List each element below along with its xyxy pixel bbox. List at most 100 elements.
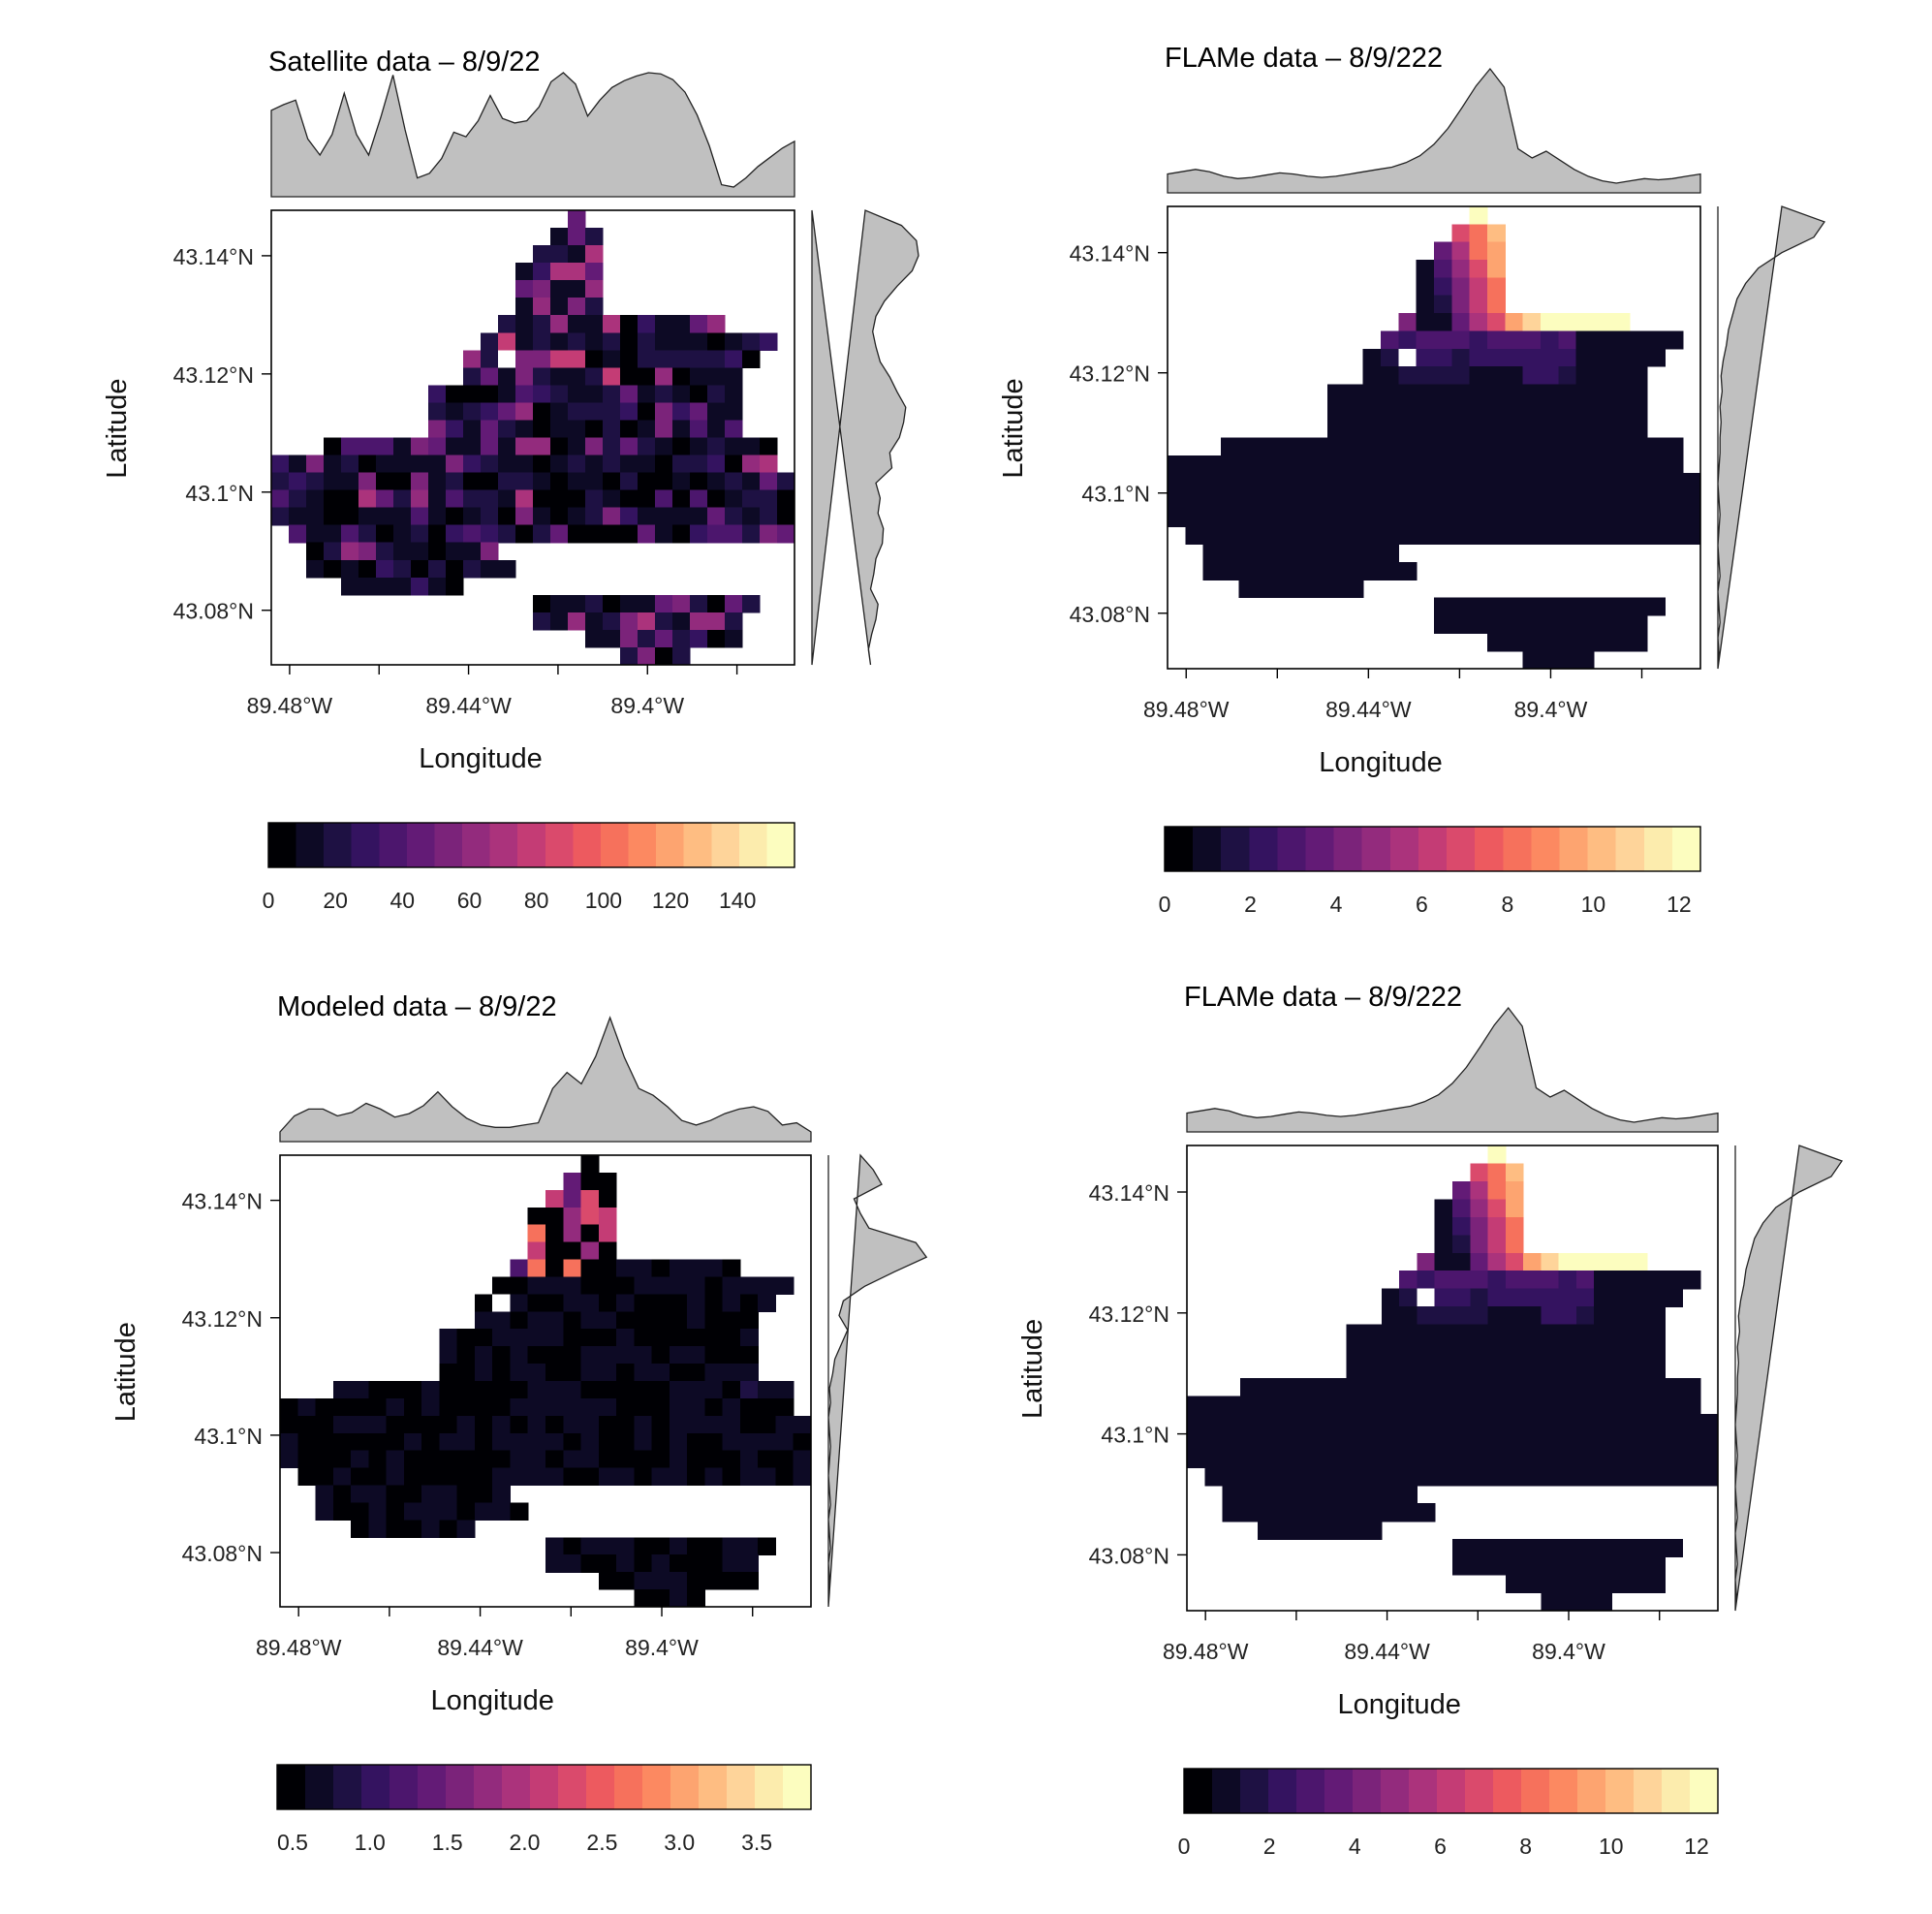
- raster-cell: [1362, 348, 1382, 367]
- raster-cell: [1327, 384, 1346, 403]
- raster-cell: [563, 1415, 582, 1434]
- raster-cell: [1381, 401, 1399, 421]
- raster-cell: [411, 489, 429, 509]
- raster-cell: [1239, 1449, 1259, 1468]
- raster-cell: [315, 1397, 334, 1417]
- raster-cell: [580, 1346, 600, 1365]
- raster-cell: [527, 1259, 546, 1278]
- raster-cell: [403, 1397, 422, 1417]
- colorbar-swatch: [268, 823, 297, 867]
- colorbar-swatch: [1165, 827, 1194, 871]
- raster-cell: [563, 1224, 582, 1243]
- x-axis-label: Longitude: [419, 743, 542, 774]
- raster-cell: [446, 542, 464, 561]
- raster-cell: [655, 367, 673, 386]
- raster-cell: [456, 1381, 476, 1399]
- raster-cell: [1452, 1180, 1471, 1200]
- raster-cell: [1452, 1396, 1471, 1415]
- raster-cell: [463, 350, 482, 368]
- raster-cell: [315, 1502, 334, 1521]
- raster-cell: [672, 455, 691, 474]
- raster-cell: [1362, 544, 1382, 563]
- raster-cell: [1221, 526, 1239, 546]
- raster-cell: [739, 1467, 759, 1487]
- raster-cell: [1256, 437, 1275, 456]
- colorbar-swatch: [1521, 1769, 1550, 1813]
- raster-cell: [393, 507, 412, 526]
- raster-cell: [580, 1155, 600, 1174]
- colorbar-tick-label: 8: [1519, 1834, 1532, 1859]
- raster-cell: [498, 472, 516, 491]
- raster-cell: [550, 455, 569, 474]
- colorbar-tick-label: 12: [1667, 892, 1692, 917]
- raster-cell: [585, 629, 604, 648]
- raster-cell: [1505, 1235, 1524, 1254]
- raster-cell: [368, 1415, 388, 1434]
- raster-cell: [1399, 1449, 1418, 1468]
- raster-cell: [1363, 1503, 1383, 1522]
- raster-cell: [1575, 455, 1595, 474]
- raster-cell: [1541, 633, 1559, 652]
- raster-cell: [1292, 437, 1311, 456]
- raster-cell: [1611, 366, 1631, 386]
- raster-cell: [1682, 490, 1701, 510]
- raster-cell: [1611, 508, 1631, 527]
- raster-cell: [1541, 1539, 1560, 1558]
- colorbar-swatch: [670, 1765, 700, 1809]
- raster-cell: [1594, 1342, 1612, 1362]
- raster-cell: [634, 1276, 653, 1295]
- raster-cell: [1558, 1306, 1577, 1326]
- raster-cell: [463, 437, 482, 456]
- raster-cell: [1258, 1467, 1276, 1487]
- raster-cell: [1682, 1449, 1701, 1468]
- raster-cell: [1328, 1521, 1347, 1540]
- raster-cell: [1505, 1324, 1524, 1343]
- raster-cell: [580, 1294, 600, 1312]
- raster-cell: [1682, 1431, 1701, 1451]
- colorbar-swatch: [1559, 827, 1589, 871]
- raster-cell: [545, 1294, 564, 1312]
- raster-cell: [1611, 313, 1631, 332]
- raster-cell: [1416, 473, 1435, 492]
- raster-cell: [527, 1415, 546, 1434]
- raster-cell: [421, 1502, 440, 1521]
- raster-cell: [568, 210, 586, 229]
- raster-cell: [481, 542, 499, 561]
- raster-cell: [1275, 1485, 1294, 1504]
- raster-cell: [1505, 313, 1524, 332]
- colorbar-tick-label: 10: [1599, 1834, 1624, 1859]
- raster-cell: [545, 1397, 564, 1417]
- raster-cell: [403, 1450, 422, 1469]
- raster-cell: [439, 1415, 458, 1434]
- raster-cell: [580, 1415, 600, 1434]
- raster-cell: [1417, 1288, 1436, 1307]
- raster-cell: [704, 1415, 724, 1434]
- raster-cell: [446, 489, 464, 509]
- raster-cell: [1239, 1396, 1259, 1415]
- raster-cell: [1470, 1199, 1489, 1218]
- raster-cell: [760, 524, 778, 544]
- raster-cell: [1416, 330, 1435, 350]
- raster-cell: [620, 402, 639, 422]
- raster-cell: [306, 524, 325, 544]
- raster-cell: [474, 1502, 493, 1521]
- raster-cell: [411, 507, 429, 526]
- raster-cell: [563, 1397, 582, 1417]
- raster-cell: [1345, 384, 1364, 403]
- raster-cell: [775, 1432, 795, 1452]
- raster-cell: [428, 402, 447, 422]
- raster-cell: [669, 1467, 688, 1487]
- raster-cell: [1505, 437, 1524, 456]
- raster-cell: [1629, 473, 1648, 492]
- raster-cell: [1470, 1252, 1489, 1271]
- raster-cell: [1452, 1324, 1471, 1343]
- raster-cell: [386, 1520, 405, 1538]
- raster-cell: [439, 1397, 458, 1417]
- raster-cell: [1399, 1467, 1418, 1487]
- raster-cell: [1487, 1288, 1507, 1307]
- raster-cell: [687, 1329, 705, 1347]
- raster-cell: [1541, 1271, 1560, 1290]
- colorbar-tick-label: 12: [1684, 1834, 1709, 1859]
- raster-cell: [1611, 1271, 1631, 1290]
- raster-cell: [1505, 1199, 1524, 1218]
